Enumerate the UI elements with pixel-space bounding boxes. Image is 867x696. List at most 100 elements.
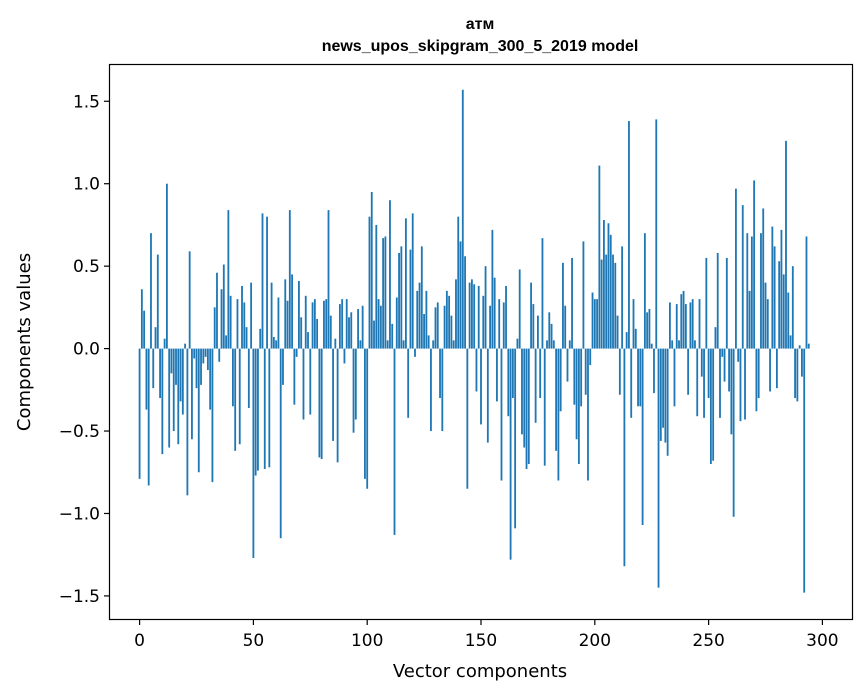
- chart-title: атм: [466, 16, 495, 33]
- bar: [618, 348, 621, 395]
- bar: [666, 348, 669, 456]
- bar: [398, 252, 400, 349]
- bar: [696, 348, 699, 417]
- bar: [243, 302, 246, 349]
- bar: [741, 205, 744, 349]
- bar: [634, 328, 637, 349]
- bar: [778, 261, 781, 349]
- bar: [582, 241, 585, 349]
- bar: [377, 299, 380, 349]
- bar: [760, 233, 762, 349]
- bar: [427, 335, 430, 349]
- bar: [461, 89, 464, 349]
- x-axis-label: Vector components: [393, 661, 567, 682]
- bar: [434, 307, 437, 349]
- bar: [657, 348, 660, 588]
- bar: [789, 335, 792, 349]
- bar: [468, 282, 471, 349]
- bar: [491, 229, 494, 349]
- bar: [211, 348, 214, 483]
- bar: [541, 238, 544, 349]
- bar: [439, 348, 441, 399]
- bar: [263, 348, 266, 469]
- bar: [341, 299, 344, 349]
- bar: [482, 295, 485, 349]
- bar: [209, 348, 212, 410]
- bar: [154, 327, 157, 349]
- bar: [682, 290, 685, 349]
- bar: [493, 277, 496, 349]
- bar: [534, 348, 537, 423]
- bar: [475, 348, 478, 392]
- bar: [500, 348, 503, 481]
- bar: [593, 299, 596, 349]
- bar: [300, 317, 303, 349]
- bar: [352, 348, 355, 433]
- bar: [675, 304, 678, 349]
- bar: [375, 224, 378, 349]
- bar: [484, 266, 487, 349]
- bar: [170, 348, 173, 374]
- bar: [589, 348, 592, 366]
- bar: [147, 348, 150, 486]
- bar: [787, 292, 790, 349]
- bar: [605, 254, 608, 349]
- bar: [564, 305, 567, 349]
- bar: [505, 285, 507, 349]
- bar: [689, 302, 692, 349]
- bar: [762, 208, 765, 349]
- bar: [748, 290, 751, 349]
- bar: [284, 279, 287, 349]
- bar: [400, 246, 403, 349]
- bar: [459, 241, 462, 349]
- bar: [320, 348, 323, 460]
- bar: [496, 348, 498, 402]
- bar: [530, 282, 532, 349]
- bar: [159, 348, 161, 399]
- bar: [680, 294, 683, 349]
- bar: [703, 348, 705, 418]
- bar: [716, 252, 719, 349]
- bar: [270, 282, 273, 349]
- bar: [188, 251, 191, 349]
- bar: [796, 348, 799, 402]
- y-axis-ticks: −1.5 −1.0 −0.5 0.0 0.5 1.0 1.5: [59, 92, 110, 607]
- bar: [728, 348, 730, 392]
- bar: [684, 304, 687, 349]
- bar: [757, 348, 760, 399]
- bar: [332, 348, 334, 441]
- bar: [368, 216, 371, 349]
- bar: [222, 264, 225, 349]
- bar: [423, 313, 426, 349]
- bar: [632, 299, 635, 349]
- bar: [316, 318, 319, 349]
- bar: [694, 340, 696, 349]
- bar: [379, 305, 382, 349]
- bar: [441, 348, 444, 432]
- bar: [532, 304, 535, 349]
- bar: [464, 256, 466, 349]
- bar: [557, 348, 560, 481]
- bar: [179, 348, 182, 402]
- bar: [714, 327, 717, 349]
- bar: [798, 345, 801, 349]
- bar: [275, 340, 278, 349]
- bars-group: [138, 89, 810, 593]
- bar: [612, 254, 614, 349]
- bar: [782, 274, 785, 349]
- bar: [184, 343, 187, 349]
- bar: [639, 348, 642, 407]
- bar: [247, 348, 250, 408]
- bar: [161, 348, 164, 455]
- bar: [705, 257, 708, 349]
- x-tick-label: 150: [465, 631, 497, 651]
- bar: [293, 348, 296, 405]
- bar: [766, 299, 769, 349]
- bar: [737, 348, 740, 362]
- bar: [773, 246, 776, 349]
- bar: [577, 348, 580, 465]
- bar: [509, 348, 512, 560]
- bar: [393, 348, 396, 535]
- bar: [664, 348, 667, 443]
- bar: [430, 348, 432, 432]
